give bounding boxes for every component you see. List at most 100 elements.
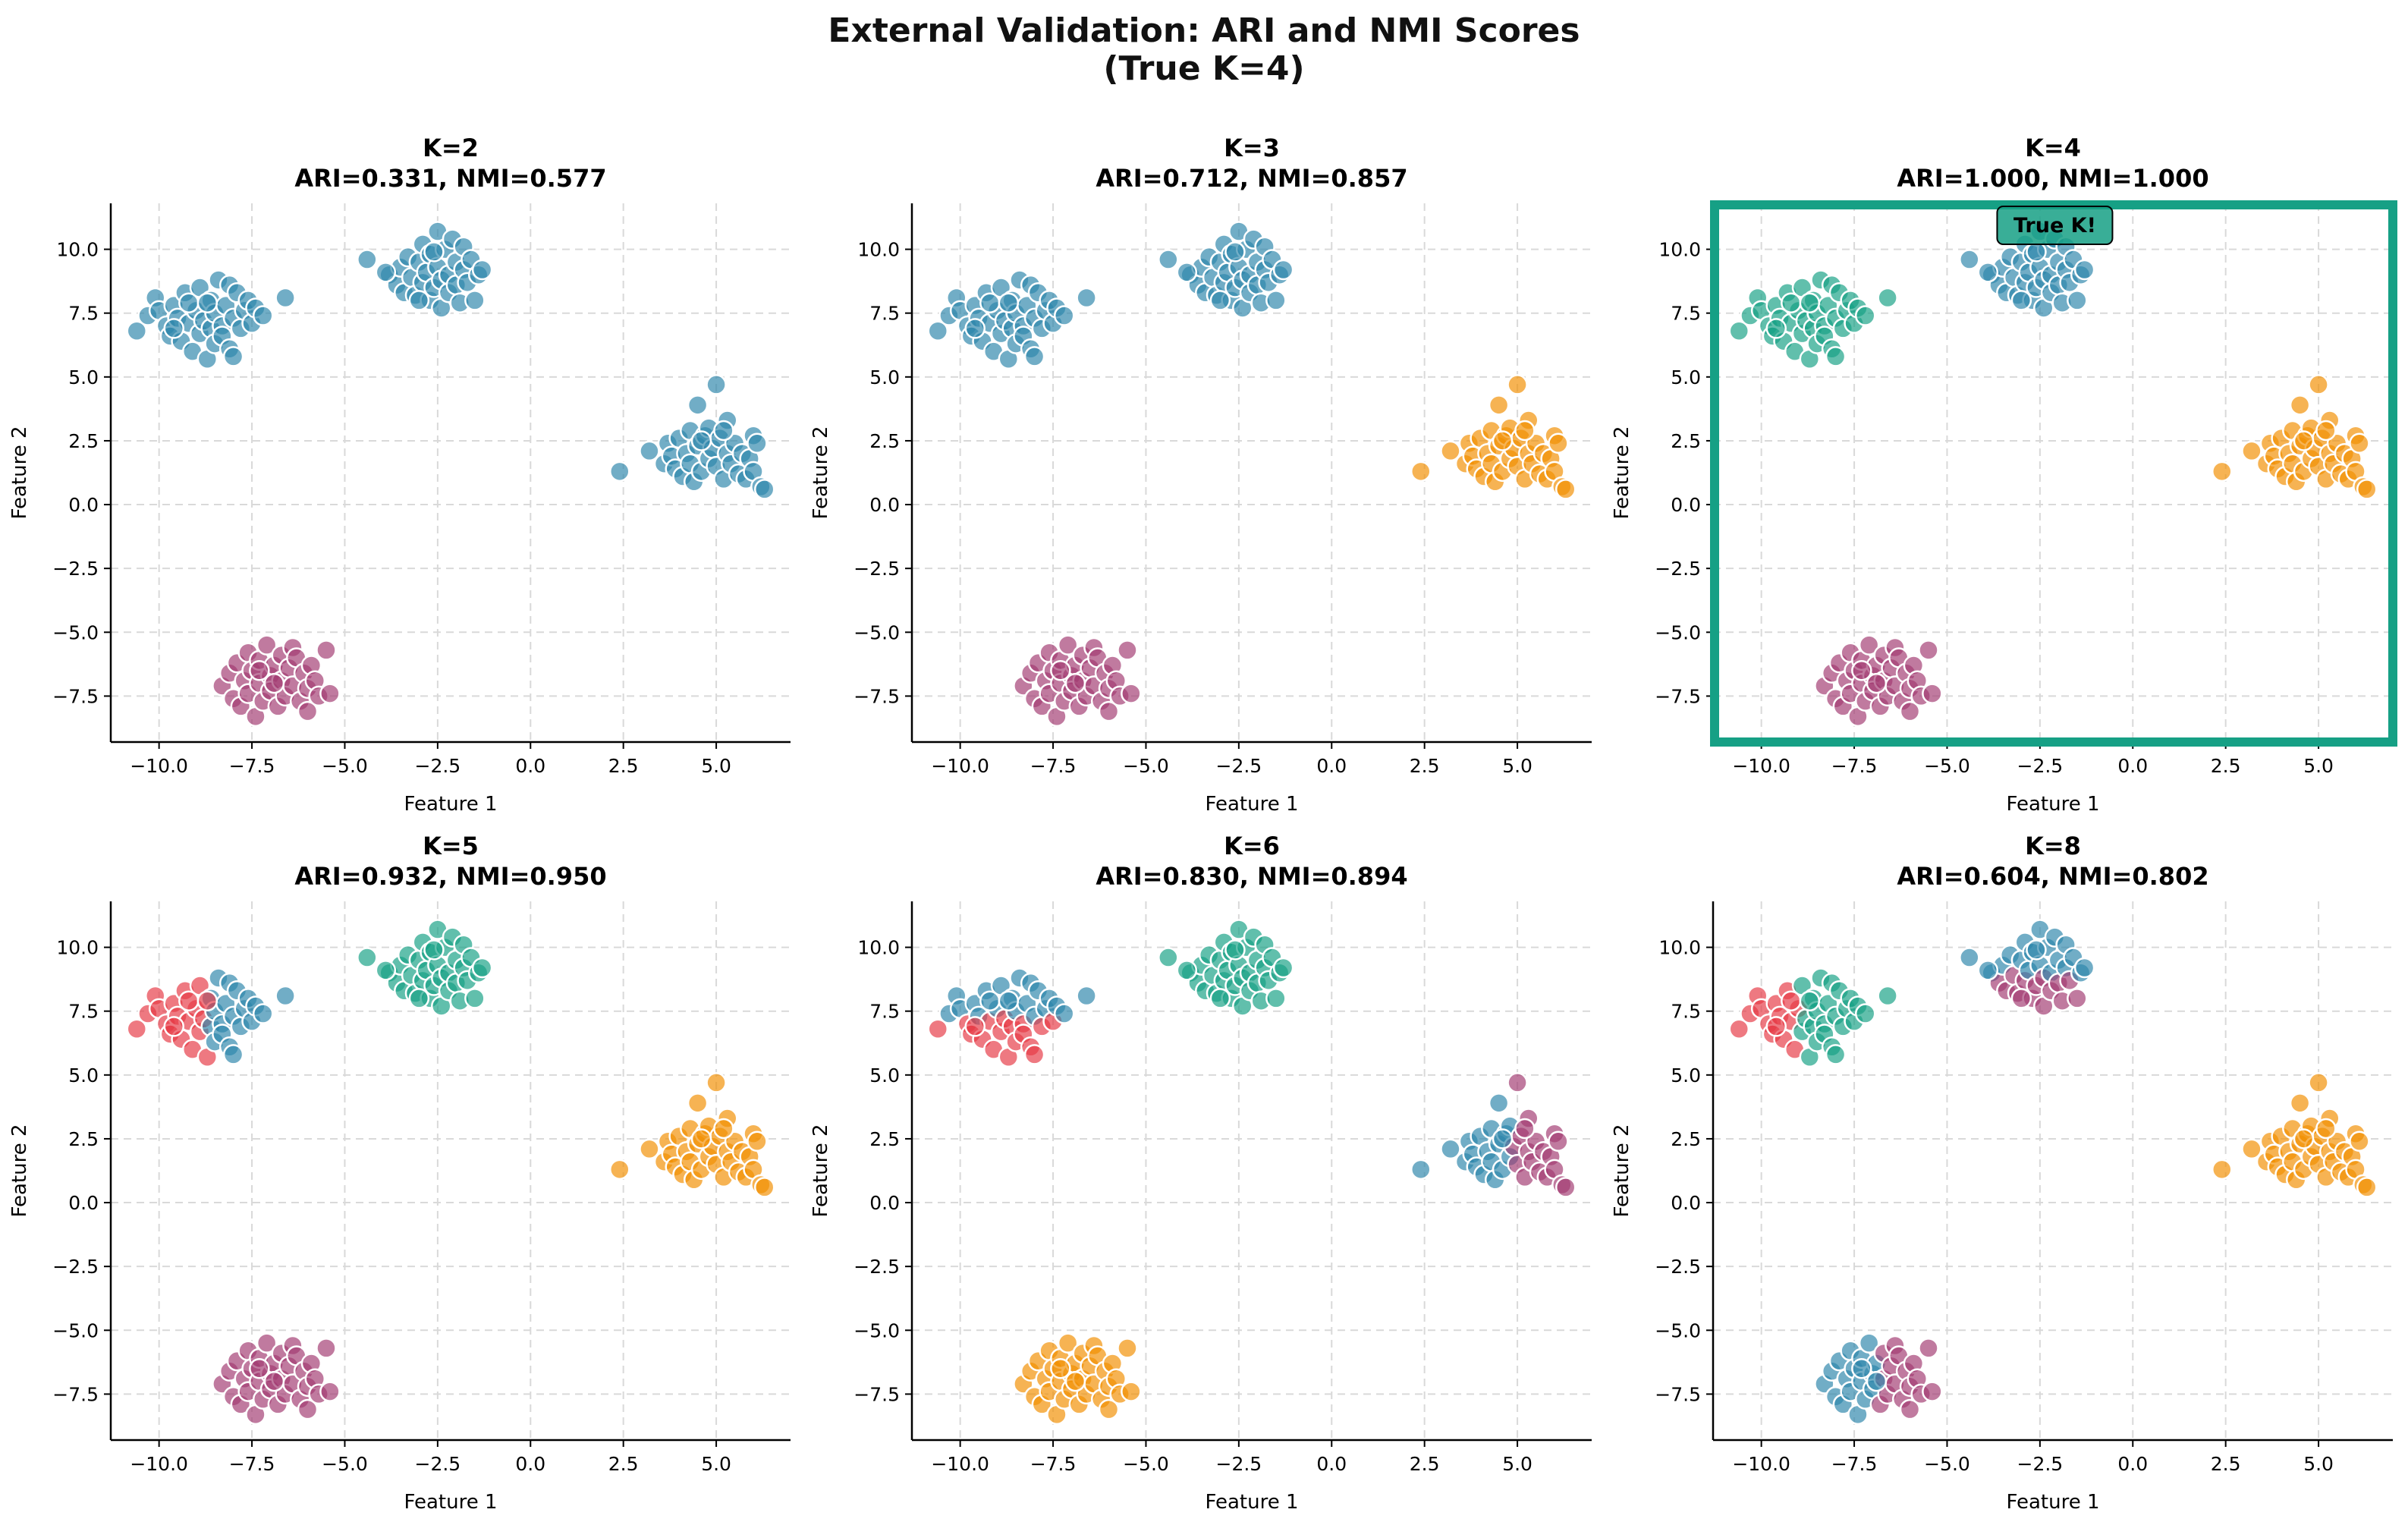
data-point bbox=[1265, 988, 1287, 1009]
subplot-k3: −10.0 −7.5 −5.0 −2.5 0.0 2.5 5.0 −7.5 −5.0 −2.5 0.… bbox=[809, 134, 1592, 816]
y-axis-label: Feature 2 bbox=[1611, 1124, 1633, 1217]
data-point bbox=[1209, 290, 1231, 311]
y-tick-label: 5.0 bbox=[68, 366, 99, 388]
data-point bbox=[1158, 249, 1179, 270]
data-point bbox=[1209, 988, 1231, 1009]
y-tick-label: 5.0 bbox=[68, 1064, 99, 1086]
y-tick-label: 5.0 bbox=[1671, 366, 1701, 388]
x-tick-label: 0.0 bbox=[515, 1453, 545, 1475]
x-axis-label: Feature 1 bbox=[1205, 793, 1298, 816]
data-point bbox=[1098, 700, 1120, 722]
data-point bbox=[126, 320, 148, 341]
data-point bbox=[2010, 988, 2032, 1009]
x-tick-label: −7.5 bbox=[229, 755, 275, 777]
data-point bbox=[408, 290, 430, 311]
data-point bbox=[687, 395, 709, 416]
x-tick-label: 0.0 bbox=[2117, 755, 2148, 777]
data-point bbox=[464, 988, 486, 1009]
x-tick-label: 0.0 bbox=[1316, 755, 1347, 777]
data-point bbox=[747, 1130, 768, 1153]
data-point bbox=[1050, 660, 1071, 681]
data-point bbox=[639, 1138, 660, 1160]
data-point bbox=[1866, 672, 1888, 694]
data-point bbox=[316, 1338, 337, 1359]
data-point bbox=[2315, 420, 2337, 442]
x-tick-label: −7.5 bbox=[229, 1453, 275, 1475]
x-axis-label: Feature 1 bbox=[2006, 793, 2099, 816]
x-tick-label: 2.5 bbox=[2211, 755, 2241, 777]
y-tick-label: −2.5 bbox=[853, 558, 900, 580]
data-point bbox=[423, 939, 445, 961]
data-point bbox=[1799, 292, 1821, 313]
data-point bbox=[163, 318, 184, 339]
figure-title-line1: External Validation: ARI and NMI Scores bbox=[828, 11, 1580, 50]
data-point bbox=[2073, 259, 2095, 281]
data-point bbox=[1781, 292, 1802, 313]
data-point bbox=[1272, 259, 1294, 281]
data-point bbox=[1053, 305, 1075, 326]
data-point bbox=[163, 1016, 184, 1037]
data-point bbox=[998, 990, 1020, 1011]
x-tick-label: −5.0 bbox=[1924, 1453, 1970, 1475]
x-tick-label: −5.0 bbox=[1123, 1453, 1169, 1475]
data-point bbox=[357, 249, 378, 270]
data-point bbox=[747, 432, 768, 454]
data-point bbox=[1224, 939, 1246, 961]
subplot-title: K=2 bbox=[423, 134, 479, 162]
subplot-metrics: ARI=0.712, NMI=0.857 bbox=[1096, 164, 1407, 193]
data-point bbox=[964, 318, 986, 339]
y-tick-label: −5.0 bbox=[52, 621, 99, 643]
x-tick-label: −7.5 bbox=[1030, 755, 1077, 777]
x-axis-label: Feature 1 bbox=[1205, 1491, 1298, 1514]
data-point bbox=[1076, 985, 1097, 1007]
x-tick-label: −5.0 bbox=[1924, 755, 1970, 777]
y-tick-label: −5.0 bbox=[853, 1319, 900, 1341]
data-point bbox=[319, 1381, 341, 1402]
data-point bbox=[2293, 1128, 2315, 1149]
x-tick-label: 5.0 bbox=[1502, 755, 1533, 777]
data-point bbox=[1098, 1398, 1120, 1420]
x-tick-label: 0.0 bbox=[2117, 1453, 2148, 1475]
data-point bbox=[1117, 640, 1138, 661]
data-point bbox=[609, 1159, 630, 1181]
data-point bbox=[297, 1398, 319, 1420]
data-point bbox=[1488, 395, 1510, 416]
data-point bbox=[252, 1003, 274, 1024]
x-tick-label: −2.5 bbox=[1216, 1453, 1262, 1475]
data-point bbox=[375, 960, 397, 981]
data-point bbox=[1799, 990, 1821, 1011]
data-point bbox=[471, 259, 493, 281]
y-tick-label: −7.5 bbox=[52, 685, 99, 707]
data-point bbox=[1918, 640, 1939, 661]
y-tick-label: 7.5 bbox=[1671, 303, 1701, 325]
data-point bbox=[471, 957, 493, 979]
y-axis-label: Feature 2 bbox=[8, 1124, 31, 1217]
data-point bbox=[1507, 1072, 1528, 1093]
data-point bbox=[1851, 1358, 1872, 1379]
x-tick-label: 2.5 bbox=[608, 755, 639, 777]
x-tick-label: −7.5 bbox=[1831, 1453, 1878, 1475]
y-tick-label: 0.0 bbox=[1671, 1192, 1701, 1214]
subplot-title: K=6 bbox=[1224, 832, 1280, 860]
data-point bbox=[275, 985, 296, 1007]
data-point bbox=[1825, 346, 1847, 367]
x-tick-label: −10.0 bbox=[1732, 1453, 1790, 1475]
x-tick-label: −10.0 bbox=[931, 755, 989, 777]
data-point bbox=[2241, 440, 2262, 462]
data-point bbox=[2315, 1118, 2337, 1140]
data-point bbox=[222, 346, 244, 367]
data-point bbox=[2067, 988, 2088, 1009]
data-point bbox=[1064, 1370, 1086, 1392]
y-tick-label: 10.0 bbox=[1658, 239, 1701, 261]
data-point bbox=[1117, 1338, 1138, 1359]
data-point bbox=[1492, 430, 1514, 451]
y-tick-label: 7.5 bbox=[869, 1001, 900, 1023]
data-point bbox=[927, 320, 949, 341]
data-point bbox=[639, 440, 660, 462]
y-tick-label: −2.5 bbox=[1655, 558, 1701, 580]
data-point bbox=[2073, 957, 2095, 979]
data-point bbox=[1176, 960, 1198, 981]
x-tick-label: −2.5 bbox=[415, 1453, 461, 1475]
data-point bbox=[263, 672, 285, 694]
